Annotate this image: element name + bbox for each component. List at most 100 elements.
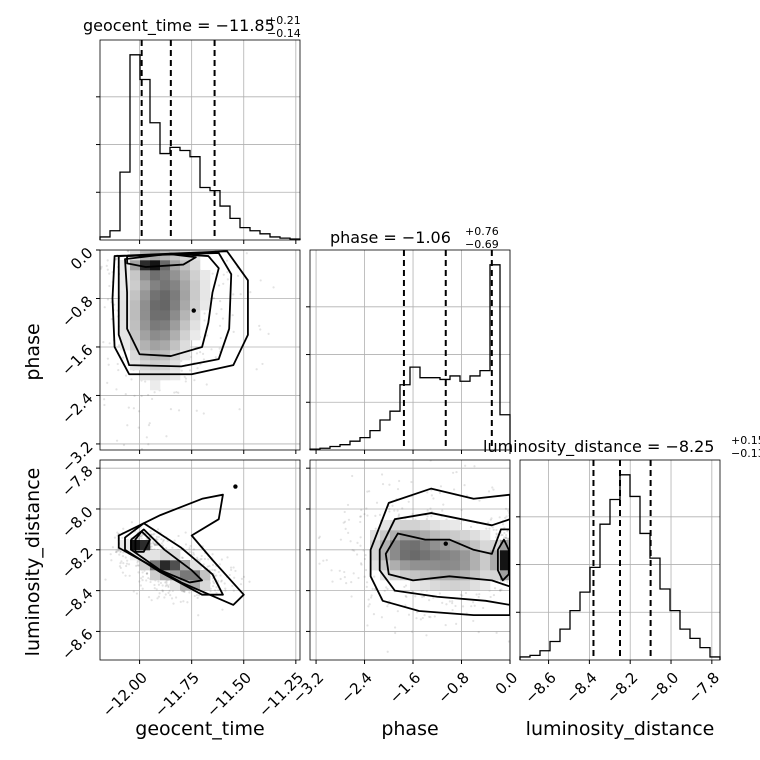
scatter-point: [217, 570, 220, 574]
tick-label-y-luminosity_distance: −8.0: [58, 503, 96, 541]
scatter-point: [165, 579, 168, 583]
tick-label-y-luminosity_distance: −8.6: [58, 625, 96, 663]
density-cell: [420, 570, 431, 581]
scatter-point: [371, 587, 374, 590]
density-cell: [160, 290, 171, 301]
scatter-point: [364, 554, 367, 557]
scatter-point: [428, 615, 431, 618]
scatter-point: [522, 562, 524, 564]
density-cell: [150, 560, 161, 571]
scatter-point: [152, 533, 155, 536]
density-cell: [450, 580, 461, 591]
density-cell: [180, 300, 191, 311]
scatter-point: [180, 369, 183, 372]
scatter-point: [135, 221, 137, 223]
scatter-point: [107, 363, 110, 366]
scatter-point: [404, 594, 407, 598]
scatter-point: [318, 562, 321, 565]
scatter-point: [153, 548, 156, 551]
scatter-point: [503, 531, 506, 535]
scatter-point: [527, 548, 529, 550]
scatter-point: [367, 598, 370, 601]
scatter-point: [106, 268, 109, 271]
scatter-point: [159, 581, 163, 585]
scatter-point: [500, 588, 503, 591]
density-cell: [150, 300, 161, 311]
density-cell: [410, 560, 421, 571]
scatter-point: [410, 480, 413, 484]
scatter-point: [153, 543, 156, 547]
scatter-point: [423, 614, 426, 617]
scatter-point: [507, 509, 510, 512]
scatter-point: [411, 630, 414, 633]
scatter-point: [492, 593, 496, 597]
density-cell: [150, 320, 161, 331]
scatter-point: [160, 538, 163, 541]
scatter-point: [464, 464, 467, 467]
contour-level-3: [378, 512, 510, 606]
scatter-point: [128, 194, 130, 196]
scatter-point: [119, 550, 122, 554]
density-cell: [490, 550, 501, 561]
density-cell: [170, 280, 181, 291]
axes-frame: [309, 249, 511, 451]
scatter-point: [173, 391, 176, 394]
scatter-point: [259, 328, 262, 331]
scatter-point: [322, 559, 325, 562]
scatter-point: [156, 538, 159, 541]
scatter-point: [428, 599, 431, 602]
scatter-point: [90, 225, 92, 227]
scatter-point: [100, 265, 103, 268]
scatter-point: [520, 595, 522, 597]
density-cell: [140, 270, 151, 281]
scatter-point: [166, 539, 169, 543]
scatter-point: [155, 543, 158, 546]
scatter-point: [520, 558, 522, 560]
density-cell: [380, 560, 391, 571]
scatter-point: [192, 548, 196, 551]
scatter-point: [122, 443, 126, 447]
scatter-point: [130, 245, 132, 247]
density-cell: [130, 330, 141, 341]
scatter-point: [136, 564, 139, 567]
density-cell: [370, 560, 381, 571]
scatter-point: [215, 591, 218, 595]
scatter-point: [347, 518, 351, 521]
scatter-point: [372, 612, 376, 616]
scatter-point: [370, 594, 373, 597]
scatter-point: [499, 589, 502, 592]
scatter-point: [193, 594, 196, 598]
scatter-point: [115, 388, 118, 391]
scatter-point: [230, 568, 233, 572]
scatter-point: [349, 540, 352, 543]
scatter-point: [396, 487, 400, 491]
scatter-point: [223, 582, 226, 585]
scatter-point: [105, 264, 108, 268]
scatter-point: [161, 204, 163, 206]
scatter-point: [374, 527, 377, 530]
scatter-point: [115, 550, 118, 554]
scatter-point: [369, 596, 373, 599]
scatter-point: [220, 580, 223, 583]
scatter-point: [124, 574, 127, 577]
scatter-point: [211, 553, 214, 556]
scatter-point: [70, 293, 72, 295]
scatter-point: [421, 616, 424, 620]
density-cell: [460, 580, 471, 591]
density-cell: [170, 320, 181, 331]
scatter-point: [342, 521, 345, 524]
tick-label-y-luminosity_distance: −8.4: [58, 584, 96, 622]
scatter-point: [174, 596, 178, 599]
scatter-point: [103, 403, 106, 407]
scatter-point: [212, 296, 215, 300]
density-cell: [140, 310, 151, 321]
scatter-point: [144, 380, 147, 383]
scatter-point: [363, 557, 367, 561]
scatter-point: [177, 409, 181, 412]
scatter-point: [527, 539, 529, 541]
scatter-point: [215, 312, 218, 315]
title-phase-sub: −0.69: [465, 238, 499, 251]
scatter-point: [485, 527, 488, 530]
density-cell: [200, 270, 211, 281]
density-cell: [410, 580, 421, 591]
